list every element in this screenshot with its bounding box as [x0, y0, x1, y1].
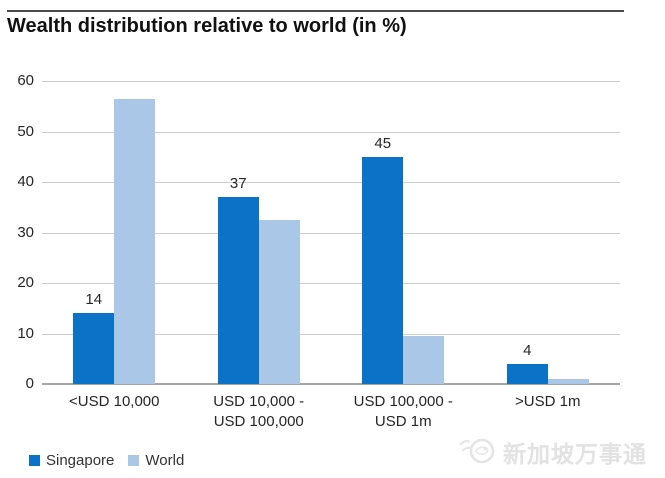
- x-category-label-line: USD 1m: [374, 413, 432, 430]
- legend-item-world: World: [128, 452, 184, 469]
- title-rule: [7, 10, 624, 12]
- y-tick-label: 0: [25, 375, 34, 392]
- x-category-label: >USD 1m: [475, 392, 621, 412]
- x-category-label: USD 100,000 - USD 1m: [330, 392, 476, 432]
- y-tick-label: 60: [17, 72, 34, 89]
- gridline: [42, 232, 620, 234]
- bar-singapore: [362, 156, 404, 384]
- legend-item-singapore: Singapore: [29, 452, 114, 469]
- y-tick-label: 10: [17, 324, 34, 342]
- bar-value-label: 45: [374, 134, 392, 152]
- gridline: [42, 283, 620, 284]
- y-tick-label: 20: [17, 274, 34, 291]
- x-axis-baseline: [42, 383, 620, 385]
- bar-world: [114, 98, 156, 384]
- bird-logo-icon: [458, 435, 498, 469]
- bar-singapore: [506, 363, 548, 384]
- gridline: [42, 81, 620, 82]
- gridline: [42, 182, 620, 183]
- y-tick-label: 50: [17, 122, 34, 140]
- chart-title: Wealth distribution relative to world (i…: [7, 15, 407, 37]
- x-category-label-line: USD 100,000 -: [353, 393, 453, 410]
- gridline: [42, 333, 620, 335]
- watermark: 新加坡万事通: [458, 435, 647, 469]
- watermark-text: 新加坡万事通: [503, 442, 647, 468]
- bar-singapore: [73, 313, 115, 384]
- legend-label: World: [145, 452, 185, 469]
- x-category-label-line: >USD 1m: [515, 393, 581, 410]
- bar-singapore: [217, 197, 259, 384]
- legend: Singapore World: [29, 452, 184, 469]
- x-category-label-line: <USD 10,000: [69, 393, 160, 410]
- x-category-label-line: USD 100,000: [213, 413, 304, 430]
- legend-label: Singapore: [46, 452, 115, 469]
- gridline: [42, 131, 620, 133]
- bar-value-label: 4: [523, 341, 532, 359]
- bar-world: [547, 378, 589, 384]
- x-category-label-line: USD 10,000 -: [213, 393, 305, 410]
- bar-world: [403, 336, 445, 384]
- bar-value-label: 37: [229, 175, 247, 193]
- legend-swatch: [128, 455, 140, 466]
- bar-value-label: 14: [85, 291, 103, 309]
- y-tick-label: 30: [17, 223, 34, 241]
- x-category-label: <USD 10,000: [41, 392, 187, 412]
- x-category-label: USD 10,000 - USD 100,000: [186, 392, 332, 432]
- bar-world: [258, 219, 300, 384]
- legend-swatch: [29, 455, 40, 466]
- y-tick-label: 40: [17, 173, 34, 190]
